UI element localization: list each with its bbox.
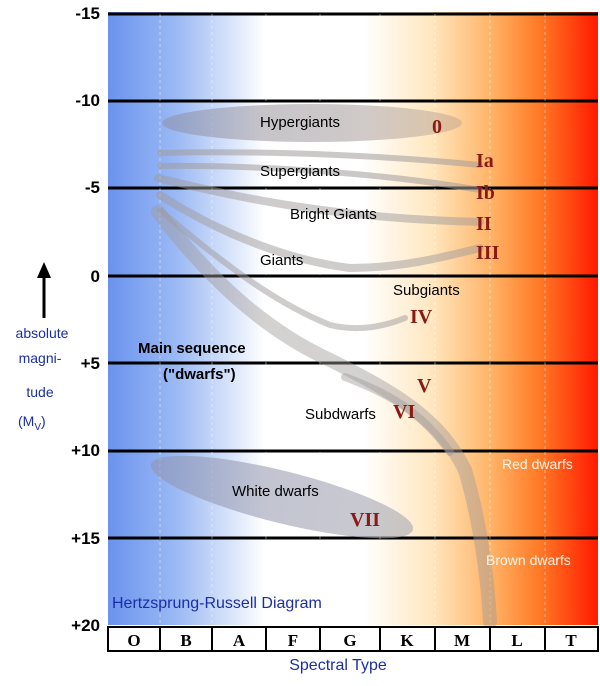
lumclass-iv: IV (410, 306, 433, 328)
hypergiants-region (162, 104, 462, 142)
main-sequence-band (151, 205, 497, 629)
lumclass-v: V (417, 375, 432, 397)
label-dwarfs: ("dwarfs") (163, 366, 236, 383)
spectral-class-t: T (565, 631, 577, 650)
x-axis-label: Spectral Type (289, 657, 387, 674)
spectral-class-k: K (400, 631, 414, 650)
y-label-line-3: tude (26, 384, 53, 400)
spectral-class-l: L (511, 631, 522, 650)
ytick-m15: -15 (75, 4, 100, 23)
spectral-class-b: B (180, 631, 191, 650)
lumclass-ib: Ib (476, 182, 495, 204)
diagram-title: Hertzsprung-Russell Diagram (112, 595, 322, 612)
supergiants-band (157, 149, 483, 168)
subgiants-band (157, 207, 408, 332)
label-supergiants: Supergiants (260, 163, 340, 180)
supergiants-band-2 (157, 162, 483, 193)
spectral-class-row: O B A F G K M L T (107, 626, 599, 652)
up-arrow-icon (37, 262, 51, 318)
label-red-dwarfs: Red dwarfs (502, 456, 573, 472)
ytick-p20: +20 (71, 616, 100, 635)
luminosity-bands (151, 149, 497, 629)
ytick-p15: +15 (71, 529, 100, 548)
y-label-line-1: absolute (16, 325, 69, 341)
ytick-m10: -10 (75, 91, 100, 110)
lumclass-vii: VII (350, 509, 380, 531)
label-subgiants: Subgiants (393, 282, 460, 299)
bright-giants-band (154, 174, 484, 226)
subdwarfs-band (341, 373, 454, 456)
label-hypergiants: Hypergiants (260, 114, 340, 131)
ytick-m5: -5 (85, 178, 100, 197)
label-white-dwarfs: White dwarfs (232, 483, 319, 500)
label-bright-giants: Bright Giants (290, 206, 377, 223)
lumclass-vi: VI (393, 401, 415, 423)
white-dwarfs-region (150, 455, 414, 539)
label-brown-dwarfs: Brown dwarfs (486, 552, 571, 568)
ytick-0: 0 (91, 267, 100, 286)
y-axis-label: absolute magni- tude (MV) (16, 325, 69, 433)
label-main-sequence: Main sequence (138, 340, 246, 357)
y-label-line-2: magni- (19, 350, 62, 366)
spectral-class-m: M (454, 631, 470, 650)
ytick-p5: +5 (81, 354, 100, 373)
spectral-class-a: A (233, 631, 246, 650)
y-label-line-4: (MV) (18, 413, 46, 433)
label-giants: Giants (260, 252, 303, 269)
y-axis-ticks: -15 -10 -5 0 +5 +10 +15 +20 (71, 4, 100, 635)
lumclass-0: 0 (432, 116, 442, 138)
lumclass-ii: II (476, 213, 492, 235)
lumclass-iii: III (476, 242, 500, 264)
ytick-p10: +10 (71, 441, 100, 460)
giants-band (156, 191, 484, 273)
spectral-class-g: G (343, 631, 356, 650)
label-subdwarfs: Subdwarfs (305, 406, 376, 423)
lumclass-ia: Ia (476, 150, 494, 172)
spectral-class-o: O (127, 631, 140, 650)
spectral-class-f: F (288, 631, 298, 650)
